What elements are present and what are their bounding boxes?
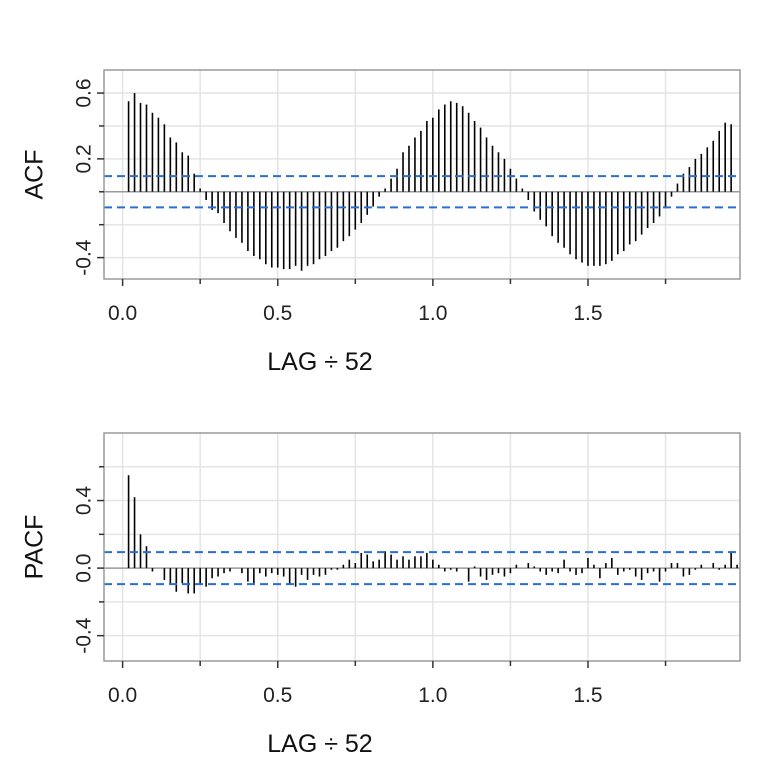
acf-y-tick-label: 0.2 [73,144,96,173]
acf-panel: 0.0 0.5 1.0 1.5 -0.4 0.2 0.6 LAG ÷ 52 ACF [21,69,741,376]
acf-x-axis-title: LAG ÷ 52 [267,348,372,376]
pacf-x-tick-label: 1.0 [418,684,447,707]
pacf-y-tick-label: 0.0 [73,554,96,583]
acf-y-axis-title: ACF [21,150,49,200]
acf-x-tick-label: 0.0 [108,302,137,325]
pacf-y-tick-label: -0.4 [73,617,96,654]
pacf-x-tick-label: 0.0 [108,684,137,707]
acf-x-tick-label: 0.5 [263,302,292,325]
acf-plot-frame [103,69,741,280]
pacf-x-axis-title: LAG ÷ 52 [267,730,372,758]
acf-y-tick-label: 0.6 [73,78,96,107]
acf-y-tick-label: -0.4 [73,239,96,276]
pacf-plot-frame [103,432,741,662]
pacf-x-tick-label: 1.5 [573,684,602,707]
pacf-y-tick-label: 0.4 [73,486,96,516]
acf-x-tick-label: 1.0 [418,302,447,325]
acf-x-tick-label: 1.5 [573,302,602,325]
pacf-x-tick-label: 0.5 [263,684,292,707]
pacf-panel: 0.0 0.5 1.0 1.5 -0.4 0.0 0.4 LAG ÷ 52 PACF [21,432,741,758]
pacf-y-axis-title: PACF [21,515,49,580]
